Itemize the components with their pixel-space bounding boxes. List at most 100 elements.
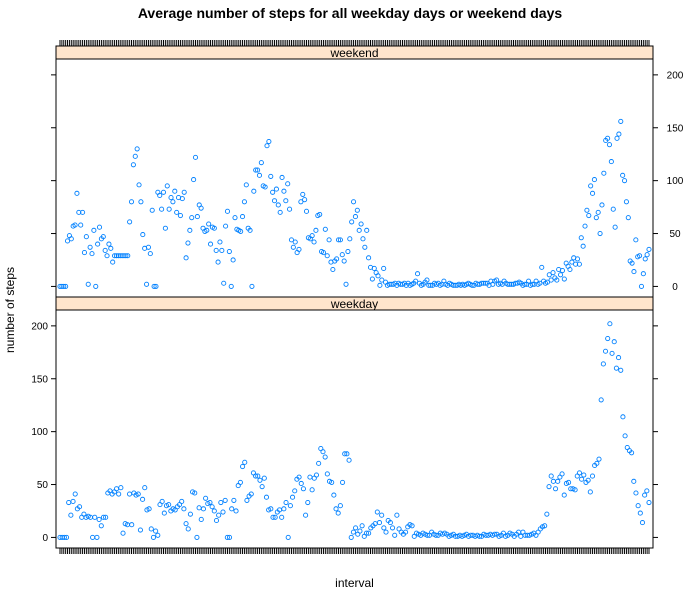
weekend-point [221, 280, 227, 286]
weekday-point [335, 510, 341, 516]
y-tick-label: 150 [31, 374, 48, 385]
weekend-point [644, 252, 650, 258]
weekend-point [281, 188, 287, 194]
weekend-point [217, 239, 223, 245]
weekday-point [631, 478, 637, 484]
weekday-point [226, 534, 233, 540]
weekday-point [153, 528, 159, 534]
weekend-point [72, 222, 78, 228]
weekday-point [192, 490, 198, 496]
weekend-point [277, 209, 283, 215]
weekend-point [266, 138, 272, 145]
weekend-point [288, 237, 295, 243]
x-axis-bottom-ticks [59, 548, 650, 554]
weekend-point [614, 135, 620, 141]
weekend-point [428, 282, 434, 288]
weekday-point [618, 367, 624, 373]
weekend-point [247, 227, 253, 233]
weekend-point [358, 221, 364, 227]
weekend-point [369, 276, 375, 282]
weekday-point [207, 499, 213, 506]
weekend-point [629, 260, 635, 266]
weekend-point [593, 215, 599, 221]
weekday-point [544, 511, 550, 517]
weekend-point [424, 277, 430, 283]
weekend-point [482, 280, 488, 286]
weekend-point [224, 208, 231, 214]
weekend-point [574, 256, 581, 262]
weekend-point [548, 277, 554, 283]
weekday-point [92, 514, 98, 520]
weekday-point [237, 479, 243, 485]
weekend-point [138, 199, 144, 205]
weekday-point [222, 497, 228, 503]
weekend-point [125, 253, 131, 259]
weekday-point [231, 497, 237, 503]
weekend-point [303, 208, 310, 214]
weekend-point [601, 170, 607, 176]
weekday-point [587, 489, 593, 495]
weekend-point [283, 198, 289, 204]
weekday-point [594, 460, 600, 466]
weekend-point [238, 228, 244, 234]
weekend-point [102, 247, 108, 254]
weekend-point [362, 244, 368, 250]
weekend-point [347, 236, 353, 242]
weekday-point [305, 499, 311, 506]
weekday-point [148, 526, 154, 532]
weekend-point [160, 189, 167, 195]
weekend-point [375, 273, 381, 279]
weekday-point [142, 485, 148, 491]
weekend-point [371, 265, 377, 271]
weekend-point [108, 245, 114, 251]
weekend-point [612, 224, 618, 230]
y-tick-label: 200 [667, 70, 684, 81]
y-tick-label: 100 [667, 176, 684, 187]
weekend-point [185, 240, 191, 246]
weekday-point [257, 477, 263, 483]
weekend-point [309, 233, 315, 239]
weekend-point [605, 135, 611, 141]
weekend-point [264, 143, 270, 149]
weekday-point [616, 355, 622, 361]
weekend-point [576, 261, 582, 267]
weekend-point [251, 188, 257, 194]
weekend-point [606, 142, 613, 148]
weekend-point [522, 281, 528, 287]
weekend-point [539, 264, 545, 270]
weekday-point [155, 532, 161, 538]
weekday-point [585, 477, 591, 483]
weekend-point [623, 199, 629, 205]
weekday-point [77, 504, 83, 510]
weekend-point [544, 279, 550, 285]
weekday-point [263, 494, 270, 500]
weekday-point [103, 514, 109, 520]
weekend-point [414, 271, 421, 277]
weekday-point [194, 534, 200, 540]
weekend-point [198, 205, 204, 211]
weekday-point [339, 479, 346, 485]
weekend-point [262, 184, 268, 190]
weekend-point [595, 209, 601, 215]
weekend-point [228, 283, 234, 289]
weekend-point [147, 251, 153, 257]
weekend-point [582, 223, 588, 229]
weekday-point [187, 511, 193, 517]
weekend-point [313, 227, 319, 233]
weekday-point [620, 414, 626, 420]
weekend-point [172, 188, 178, 194]
weekday-point [229, 506, 235, 512]
weekday-point [285, 534, 291, 540]
weekday-point [579, 476, 585, 482]
weekend-point [364, 227, 370, 233]
weekend-point [578, 235, 584, 241]
weekend-point [157, 192, 163, 198]
weekend-point [211, 225, 217, 231]
weekday-point [200, 506, 206, 512]
weekday-point [346, 457, 352, 463]
weekend-point [337, 237, 343, 243]
weekend-point [558, 272, 564, 278]
weekday-point [313, 472, 320, 478]
weekend-point [625, 215, 631, 221]
panel-weekend: weekend 0 50 100 150 200 [51, 45, 684, 298]
